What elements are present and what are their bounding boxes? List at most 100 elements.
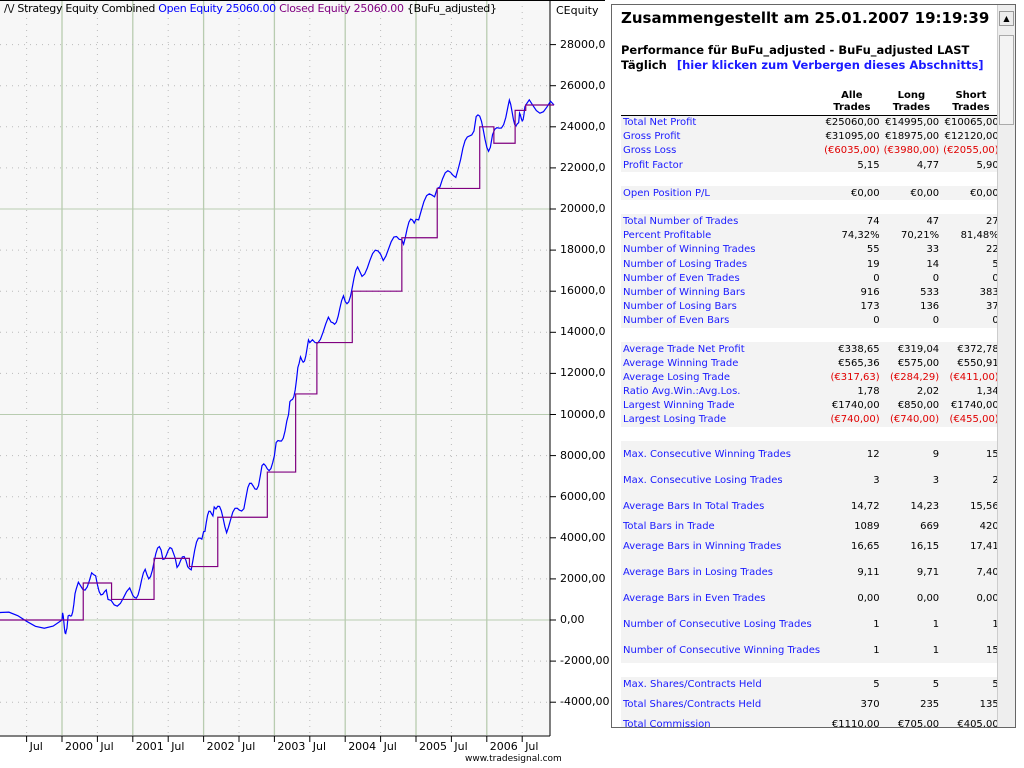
row-label: Number of Even Trades <box>621 271 823 286</box>
cell-value: 0 <box>941 271 1001 286</box>
table-row: Max. Shares/Contracts Held 5 5 5 <box>621 677 1001 692</box>
row-label: Average Losing Trade <box>621 370 823 385</box>
row-label: Largest Losing Trade <box>621 412 823 428</box>
table-row: Profit Factor 5,15 4,77 5,90 <box>621 158 1001 173</box>
cell-value: €12120,00 <box>941 129 1001 144</box>
row-label: Average Winning Trade <box>621 356 823 371</box>
cell-value: (€740,00) <box>881 412 942 428</box>
cell-value: 383 <box>941 285 1001 300</box>
cell-value: 0 <box>881 313 942 328</box>
cell-value: €14995,00 <box>881 115 942 130</box>
cell-value: €0,00 <box>941 186 1001 201</box>
cell-value: 0 <box>822 271 882 286</box>
table-row: Max. Consecutive Winning Trades 12 9 15 <box>621 441 1001 468</box>
row-label: Open Position P/L <box>621 186 823 201</box>
cell-value: 22 <box>941 242 1001 257</box>
scroll-up-button[interactable]: ▲ <box>999 11 1014 26</box>
row-label: Ratio Avg.Win.:Avg.Los. <box>621 384 823 399</box>
col-short: Short Trades <box>941 90 1001 116</box>
cell-value: 37 <box>941 299 1001 314</box>
cell-value: €705,00 <box>881 717 942 727</box>
scroll-thumb[interactable] <box>999 35 1014 125</box>
x-tick-label: Jul <box>242 740 256 753</box>
y-tick-label: 22000,0 <box>560 160 606 174</box>
y-tick-label: 2000,00 <box>560 571 606 585</box>
report-subtitle: Performance für BuFu_adjusted - BuFu_adj… <box>621 43 984 73</box>
cell-value: (€3980,00) <box>881 143 942 159</box>
cell-value: 2 <box>941 467 1001 494</box>
table-row: Number of Even Bars 0 0 0 <box>621 313 1001 328</box>
cell-value: 0,00 <box>822 585 882 612</box>
table-row: Average Losing Trade (€317,63) (€284,29) (€… <box>621 370 1001 385</box>
table-row: Number of Consecutive Winning Trades 1 1 15 <box>621 637 1001 664</box>
cell-value: 1,78 <box>822 384 882 399</box>
table-row: Number of Losing Bars 173 136 37 <box>621 299 1001 314</box>
cell-value: 14,23 <box>881 493 942 520</box>
table-row: Open Position P/L €0,00 €0,00 €0,00 <box>621 186 1001 201</box>
cell-value: 14 <box>881 257 942 272</box>
row-label: Largest Winning Trade <box>621 398 823 413</box>
table-row: Number of Winning Trades 55 33 22 <box>621 242 1001 257</box>
y-tick-label: 14000,0 <box>560 325 606 339</box>
report-instrument: Performance für BuFu_adjusted - BuFu_adj… <box>621 43 970 57</box>
hide-section-link[interactable]: [hier klicken zum Verbergen dieses Absch… <box>676 58 984 72</box>
x-tick-label: 2006 <box>489 740 518 753</box>
cell-value: 533 <box>881 285 942 300</box>
cell-value: 9 <box>881 441 942 468</box>
table-row: Total Bars in Trade 1089 669 420 <box>621 519 1001 534</box>
equity-chart[interactable]: /\/ Strategy Equity Combined Open Equity… <box>0 0 609 768</box>
table-row: Number of Consecutive Losing Trades 1 1 1 <box>621 611 1001 638</box>
cell-value: 9,11 <box>822 559 882 586</box>
cell-value: 5 <box>941 677 1001 692</box>
row-label: Total Number of Trades <box>621 214 823 229</box>
y-tick-label: 26000,0 <box>560 78 606 92</box>
row-label: Total Net Profit <box>621 115 823 130</box>
cell-value: €575,00 <box>881 356 942 371</box>
x-tick-label: Jul <box>383 740 397 753</box>
chart-canvas <box>0 0 605 742</box>
x-tick-label: 2004 <box>348 740 377 753</box>
cell-value: 19 <box>822 257 882 272</box>
row-label: Average Trade Net Profit <box>621 341 823 357</box>
table-row: Average Winning Trade €565,36 €575,00 €550,… <box>621 356 1001 371</box>
table-row: Number of Winning Bars 916 533 383 <box>621 285 1001 300</box>
chart-legend: /\/ Strategy Equity Combined Open Equity… <box>4 2 497 15</box>
cell-value: 135 <box>941 691 1001 718</box>
x-tick-label: 2001 <box>135 740 164 753</box>
row-label: Number of Even Bars <box>621 313 823 328</box>
table-row: Largest Losing Trade (€740,00) (€740,00) (€… <box>621 412 1001 428</box>
table-row: Total Number of Trades 74 47 27 <box>621 214 1001 229</box>
x-tick-label: Jul <box>312 740 327 753</box>
row-label: Total Bars in Trade <box>621 519 823 534</box>
y-tick-label: 28000,0 <box>560 37 606 51</box>
cell-value: 81,48% <box>941 228 1001 243</box>
table-row: Gross Loss (€6035,00) (€3980,00) (€2055,00) <box>621 143 1001 159</box>
cell-value: 1 <box>881 611 942 638</box>
table-row: Average Bars in Losing Trades 9,11 9,71 7,4… <box>621 559 1001 586</box>
y-tick-label: 12000,0 <box>560 366 606 380</box>
cell-value: 4,77 <box>881 158 942 173</box>
cell-value: 27 <box>941 214 1001 229</box>
cell-value: 0 <box>822 313 882 328</box>
row-label: Average Bars in Losing Trades <box>621 559 823 586</box>
x-tick-label: 2000 <box>65 740 93 753</box>
cell-value: 70,21% <box>881 228 942 243</box>
cell-value: €550,91 <box>941 356 1001 371</box>
table-row: Number of Losing Trades 19 14 5 <box>621 257 1001 272</box>
row-label: Total Shares/Contracts Held <box>621 691 823 718</box>
row-label: Percent Profitable <box>621 228 823 243</box>
cell-value: 0 <box>941 313 1001 328</box>
col-all: Alle Trades <box>822 90 882 116</box>
table-row: Average Bars In Total Trades 14,72 14,23 15… <box>621 493 1001 520</box>
cell-value: €18975,00 <box>881 129 942 144</box>
x-tick-label: 2005 <box>419 740 447 753</box>
cell-value: €1740,00 <box>941 398 1001 413</box>
cell-value: 47 <box>881 214 942 229</box>
table-row: Number of Even Trades 0 0 0 <box>621 271 1001 286</box>
watermark: www.tradesignal.com <box>465 754 562 764</box>
legend-closed-equity: Closed Equity 25060.00 <box>279 2 404 15</box>
legend-open-equity: Open Equity 25060.00 <box>158 2 276 15</box>
cell-value: (€411,00) <box>941 370 1001 385</box>
cell-value: €0,00 <box>822 186 882 201</box>
vertical-scrollbar[interactable]: ▲ <box>997 5 1015 727</box>
